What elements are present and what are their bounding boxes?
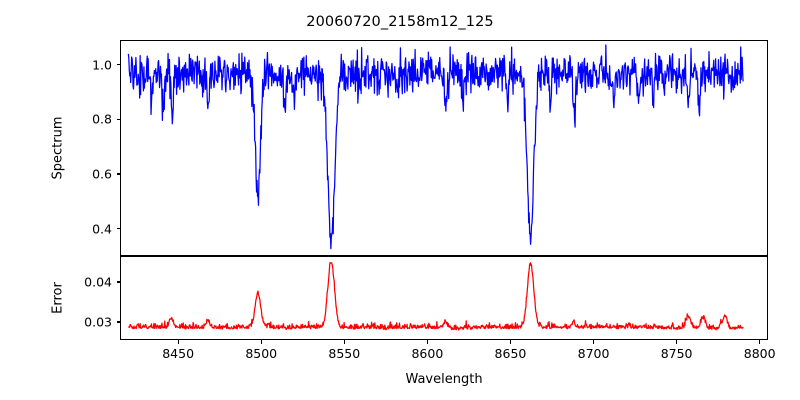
- spectrum-ytick-label: 1.0: [92, 57, 112, 73]
- spectrum-ytick-mark: [116, 228, 120, 230]
- x-tick-mark: [759, 340, 761, 344]
- error-ytick-mark: [116, 281, 120, 283]
- x-tick-mark: [426, 340, 428, 344]
- x-tick-mark: [343, 340, 345, 344]
- x-tick-label: 8650: [494, 346, 527, 361]
- wavelength-axis-label: Wavelength: [405, 372, 483, 387]
- x-tick-label: 8800: [743, 346, 776, 361]
- spectrum-ytick-mark: [116, 173, 120, 175]
- x-tick-label: 8700: [577, 346, 610, 361]
- error-ytick-label: 0.03: [84, 314, 112, 330]
- spectrum-line-plot: [127, 44, 744, 250]
- spectrum-ytick-mark: [116, 118, 120, 120]
- error-ytick-mark: [116, 321, 120, 323]
- error-line-plot: [127, 262, 744, 331]
- x-tick-mark: [676, 340, 678, 344]
- x-tick-label: 8550: [328, 346, 361, 361]
- x-tick-label: 8500: [245, 346, 278, 361]
- figure-title: 20060720_2158m12_125: [306, 14, 494, 30]
- x-tick-label: 8750: [660, 346, 693, 361]
- error-panel: [120, 256, 768, 340]
- x-tick-mark: [509, 340, 512, 344]
- spectrum-ytick-label: 0.6: [92, 166, 112, 182]
- spectrum-ytick-label: 0.4: [92, 221, 112, 237]
- spectrum-axis-label: Spectrum: [50, 116, 66, 180]
- x-tick-label: 8600: [411, 346, 444, 361]
- error-trace: [127, 262, 744, 331]
- x-tick-label: 8450: [162, 346, 195, 361]
- error-axis-label: Error: [50, 282, 66, 314]
- spectrum-trace: [127, 44, 744, 250]
- spectrum-ytick-mark: [116, 64, 120, 66]
- spectrum-panel: [120, 40, 768, 256]
- spectrum-ytick-label: 0.8: [92, 111, 112, 127]
- x-tick-mark: [260, 340, 262, 344]
- x-tick-mark: [592, 340, 595, 344]
- x-tick-mark: [177, 340, 179, 344]
- error-ytick-label: 0.04: [84, 274, 112, 290]
